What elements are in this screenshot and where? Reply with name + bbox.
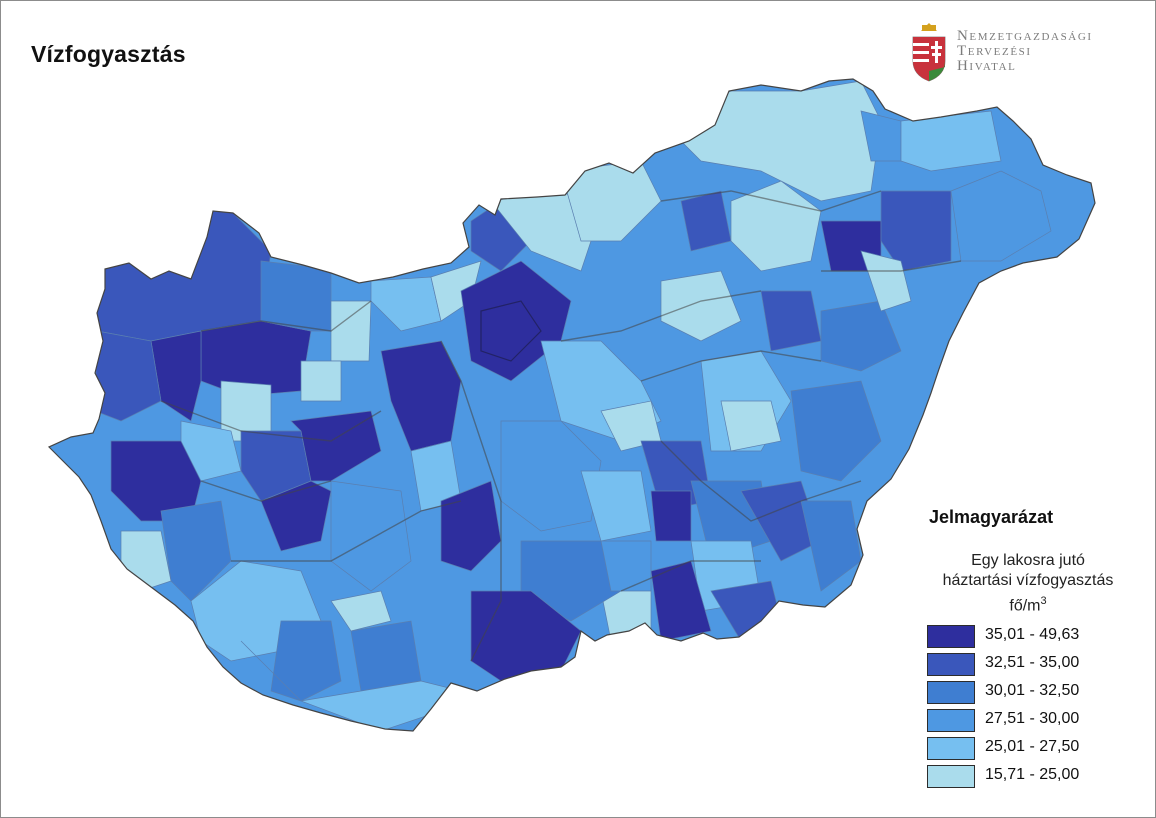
legend-label: 30,01 - 32,50 xyxy=(985,682,1080,699)
legend-subtitle-line: Egy lakosra jutó xyxy=(971,552,1085,569)
agency-name-line: Nemzetgazdasági xyxy=(957,28,1093,44)
agency-name-line: Tervezési xyxy=(957,43,1032,59)
legend-label: 32,51 - 35,00 xyxy=(985,654,1080,671)
legend-swatch xyxy=(927,709,975,732)
legend-title: Jelmagyarázat xyxy=(929,507,1054,527)
agency-name-line: Hivatal xyxy=(957,58,1017,74)
legend-label: 35,01 - 49,63 xyxy=(985,626,1080,643)
legend-swatch xyxy=(927,625,975,648)
legend-swatch xyxy=(927,653,975,676)
coat-of-arms-icon xyxy=(912,23,946,82)
legend-label: 25,01 - 27,50 xyxy=(985,738,1080,755)
agency-name: Nemzetgazdasági Tervezési Hivatal xyxy=(957,29,1093,74)
legend-label: 15,71 - 25,00 xyxy=(985,766,1080,783)
legend-subtitle-line: fő/m3 xyxy=(1009,595,1047,615)
agency-logo: Nemzetgazdasági Tervezési Hivatal xyxy=(909,21,1139,85)
country-border xyxy=(47,78,1096,732)
legend-swatch xyxy=(927,765,975,788)
legend-swatch xyxy=(927,681,975,704)
legend-label: 27,51 - 30,00 xyxy=(985,710,1080,727)
legend-subtitle: Egy lakosra jutó háztartási vízfogyasztá… xyxy=(913,551,1143,616)
map-title: Vízfogyasztás xyxy=(31,41,186,67)
legend-subtitle-line: háztartási vízfogyasztás xyxy=(942,572,1114,589)
legend-swatch xyxy=(927,737,975,760)
